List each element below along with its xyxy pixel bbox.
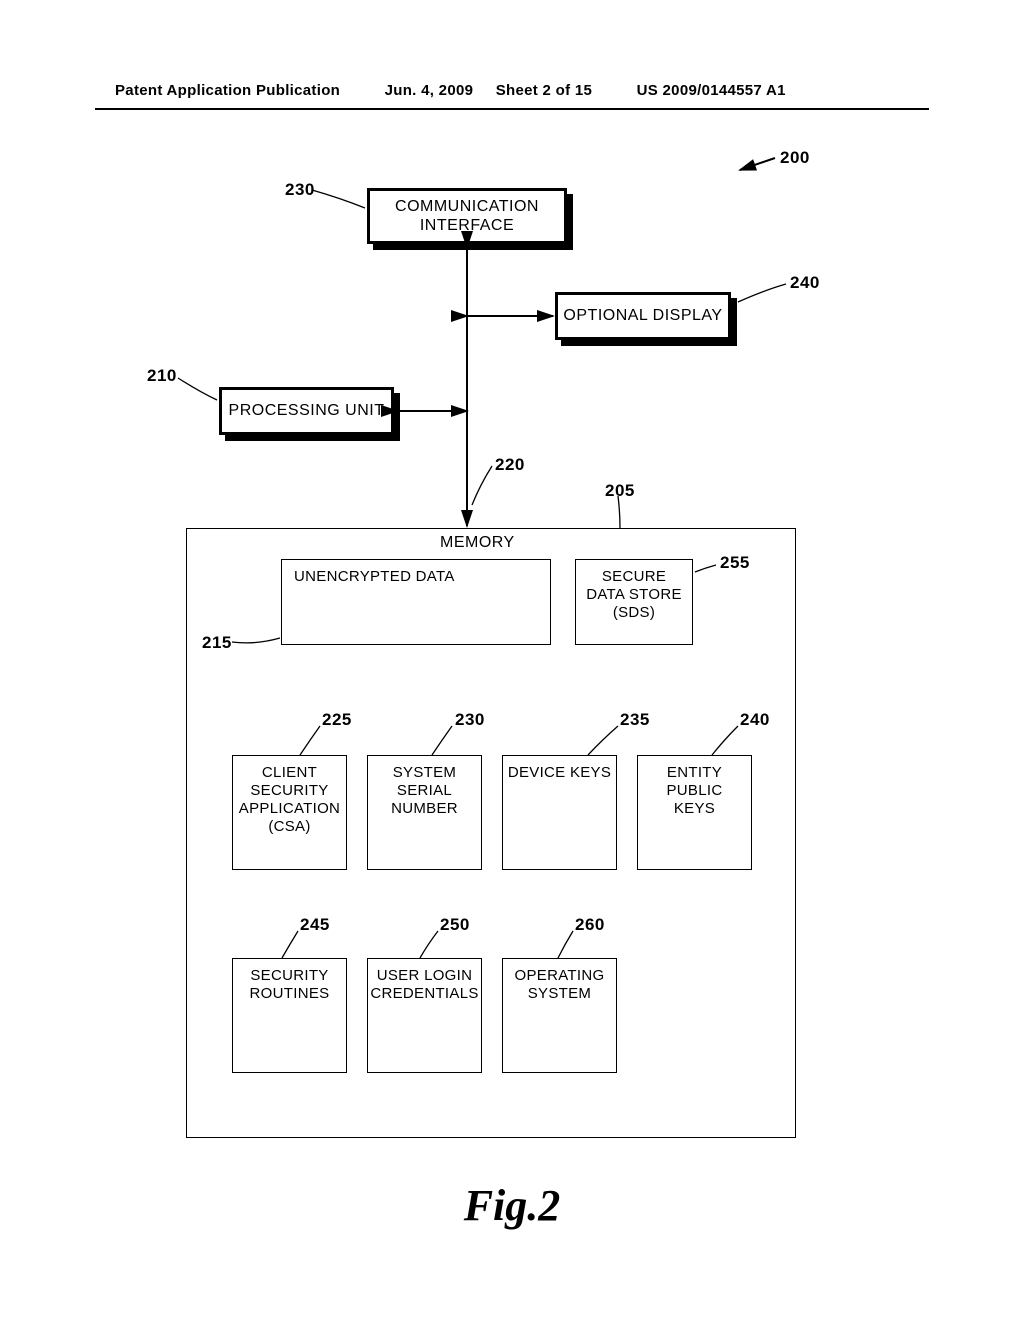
box-user-login-credentials: USER LOGIN CREDENTIALS xyxy=(367,958,482,1073)
diagram-area: COMMUNICATION INTERFACE OPTIONAL DISPLAY… xyxy=(0,140,1024,1190)
csa-l4: (CSA) xyxy=(233,818,346,836)
box-security-routines: SECURITY ROUTINES xyxy=(232,958,347,1073)
box-entity-public-keys: ENTITY PUBLIC KEYS xyxy=(637,755,752,870)
dkeys-txt: DEVICE KEYS xyxy=(503,764,616,782)
ref-250: 250 xyxy=(440,915,470,935)
box-system-serial-number: SYSTEM SERIAL NUMBER xyxy=(367,755,482,870)
disp-txt: OPTIONAL DISPLAY xyxy=(563,306,722,325)
csa-l2: SECURITY xyxy=(233,782,346,800)
page-header: Patent Application Publication Jun. 4, 2… xyxy=(0,82,1024,99)
sds-l1: SECURE xyxy=(576,568,692,586)
ref-215: 215 xyxy=(202,633,232,653)
ref-255: 255 xyxy=(720,553,750,573)
sds-l3: (SDS) xyxy=(576,604,692,622)
ref-220: 220 xyxy=(495,455,525,475)
pub-no: US 2009/0144557 A1 xyxy=(637,82,786,99)
proc-txt: PROCESSING UNIT xyxy=(229,401,385,420)
csa-l1: CLIENT xyxy=(233,764,346,782)
box-operating-system: OPERATING SYSTEM xyxy=(502,958,617,1073)
ref-205: 205 xyxy=(605,481,635,501)
figure-label: Fig.2 xyxy=(0,1180,1024,1231)
pub-date: Jun. 4, 2009 xyxy=(385,82,474,99)
memory-label: MEMORY xyxy=(440,534,515,552)
pub-label: Patent Application Publication xyxy=(115,82,340,99)
csa-l3: APPLICATION xyxy=(233,800,346,818)
os-l2: SYSTEM xyxy=(503,985,616,1003)
ref-235: 235 xyxy=(620,710,650,730)
ref-240-epub: 240 xyxy=(740,710,770,730)
ref-230-comm: 230 xyxy=(285,180,315,200)
comm-l1: COMMUNICATION xyxy=(395,197,539,216)
unenc-txt: UNENCRYPTED DATA xyxy=(294,568,455,585)
secr-l2: ROUTINES xyxy=(233,985,346,1003)
ref-260: 260 xyxy=(575,915,605,935)
box-communication-interface: COMMUNICATION INTERFACE xyxy=(367,188,567,244)
ssn-l2: NUMBER xyxy=(368,800,481,818)
epub-l1: ENTITY PUBLIC xyxy=(638,764,751,800)
ulc-l2: CREDENTIALS xyxy=(368,985,481,1003)
box-secure-data-store: SECURE DATA STORE (SDS) xyxy=(575,559,693,645)
sheet-num: Sheet 2 of 15 xyxy=(496,82,592,99)
ref-200: 200 xyxy=(780,148,810,168)
box-device-keys: DEVICE KEYS xyxy=(502,755,617,870)
ref-240-disp: 240 xyxy=(790,273,820,293)
comm-l2: INTERFACE xyxy=(420,216,514,235)
box-unencrypted-data: UNENCRYPTED DATA xyxy=(281,559,551,645)
ref-245: 245 xyxy=(300,915,330,935)
os-l1: OPERATING xyxy=(503,967,616,985)
ref-225: 225 xyxy=(322,710,352,730)
ref-230-ssn: 230 xyxy=(455,710,485,730)
box-processing-unit: PROCESSING UNIT xyxy=(219,387,394,435)
ref-210: 210 xyxy=(147,366,177,386)
ssn-l1: SYSTEM SERIAL xyxy=(368,764,481,800)
epub-l2: KEYS xyxy=(638,800,751,818)
box-optional-display: OPTIONAL DISPLAY xyxy=(555,292,731,340)
sds-l2: DATA STORE xyxy=(576,586,692,604)
header-rule xyxy=(95,108,929,110)
ulc-l1: USER LOGIN xyxy=(368,967,481,985)
box-client-security-application: CLIENT SECURITY APPLICATION (CSA) xyxy=(232,755,347,870)
secr-l1: SECURITY xyxy=(233,967,346,985)
